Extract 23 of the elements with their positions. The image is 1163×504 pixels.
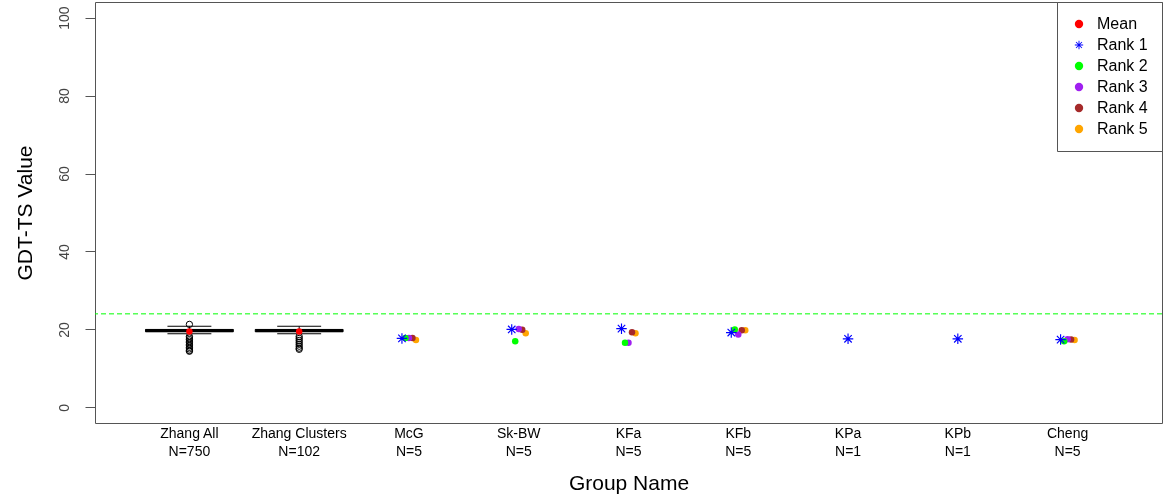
- legend-label: Rank 1: [1097, 36, 1148, 53]
- x-tick-label: Zhang Clusters N=102: [251, 424, 347, 459]
- x-tick-label: Zhang All N=750: [160, 424, 219, 459]
- x-tick-label: Sk-BW N=5: [496, 424, 542, 459]
- legend-label: Rank 5: [1097, 120, 1148, 137]
- x-axis-title: Group Name: [568, 470, 690, 494]
- x-tick-label: KPb N=1: [944, 424, 972, 459]
- y-tick-label: 0: [55, 403, 72, 412]
- y-axis-title: GDT-TS Value: [12, 145, 36, 281]
- y-tick-label: 20: [55, 321, 72, 338]
- x-tick-label: McG N=5: [394, 424, 424, 459]
- x-tick-label: KFa N=5: [615, 424, 642, 459]
- x-tick-label: Cheng N=5: [1046, 424, 1089, 459]
- x-tick-label: KFb N=5: [725, 424, 752, 459]
- legend-label: Rank 2: [1097, 57, 1148, 74]
- y-tick-label: 80: [55, 88, 72, 104]
- y-tick-label: 60: [55, 166, 72, 182]
- legend-label: Mean: [1097, 15, 1138, 32]
- legend-label: Rank 3: [1097, 78, 1148, 95]
- y-tick-label: 100: [55, 6, 72, 30]
- legend-label: Rank 4: [1097, 99, 1148, 116]
- y-tick-label: 40: [55, 243, 72, 260]
- x-tick-label: KPa N=1: [834, 424, 862, 459]
